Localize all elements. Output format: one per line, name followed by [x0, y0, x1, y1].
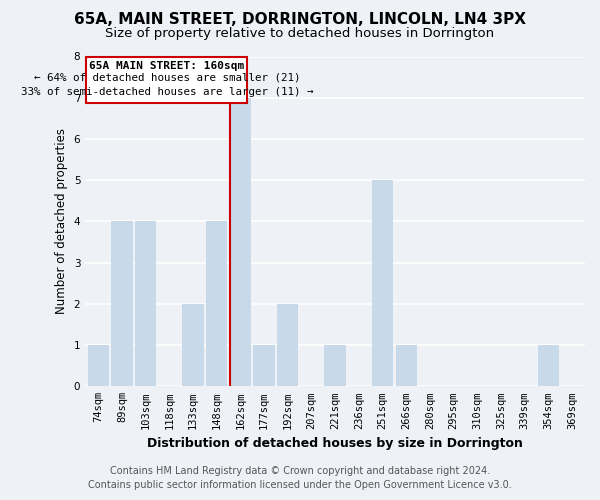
Bar — [135, 222, 156, 386]
Bar — [88, 345, 109, 387]
Bar — [253, 345, 275, 387]
Text: Size of property relative to detached houses in Dorrington: Size of property relative to detached ho… — [106, 28, 494, 40]
Bar — [206, 222, 227, 386]
Text: Contains HM Land Registry data © Crown copyright and database right 2024.
Contai: Contains HM Land Registry data © Crown c… — [88, 466, 512, 490]
Bar — [182, 304, 203, 386]
Bar — [325, 345, 346, 387]
Bar — [372, 180, 393, 386]
FancyBboxPatch shape — [86, 56, 247, 102]
Text: ← 64% of detached houses are smaller (21): ← 64% of detached houses are smaller (21… — [34, 73, 300, 83]
Y-axis label: Number of detached properties: Number of detached properties — [55, 128, 68, 314]
Bar — [230, 98, 251, 387]
Bar — [395, 345, 417, 387]
Bar — [111, 222, 133, 386]
Text: 65A, MAIN STREET, DORRINGTON, LINCOLN, LN4 3PX: 65A, MAIN STREET, DORRINGTON, LINCOLN, L… — [74, 12, 526, 28]
Bar — [538, 345, 559, 387]
X-axis label: Distribution of detached houses by size in Dorrington: Distribution of detached houses by size … — [147, 437, 523, 450]
Text: 65A MAIN STREET: 160sqm: 65A MAIN STREET: 160sqm — [89, 60, 245, 70]
Bar — [277, 304, 298, 386]
Text: 33% of semi-detached houses are larger (11) →: 33% of semi-detached houses are larger (… — [20, 86, 313, 97]
